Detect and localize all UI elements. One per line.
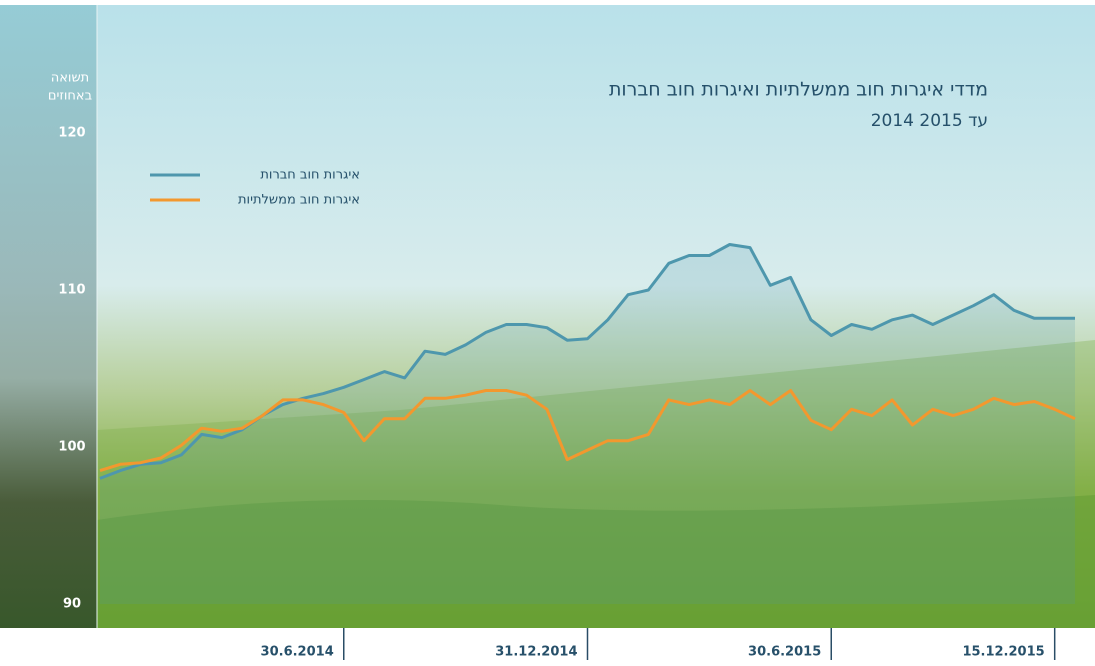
y-tick-label: 120 bbox=[58, 126, 85, 141]
chart: מדדי איגרות חוב ממשלתיות ואיגרות חוב חבר… bbox=[0, 0, 1095, 666]
legend-label: איגרות חוב חברות bbox=[260, 168, 360, 183]
chart-subtitle: 2014 עד 2015 bbox=[871, 111, 988, 131]
x-tick-label: 30.6.2014 bbox=[261, 645, 334, 660]
x-tick-label: 30.6.2015 bbox=[748, 645, 821, 660]
y-axis-label: תשואה bbox=[51, 71, 89, 86]
x-tick-label: 15.12.2015 bbox=[962, 645, 1044, 660]
y-axis-label: באחוזים bbox=[48, 89, 92, 104]
legend-label: איגרות חוב ממשלתיות bbox=[238, 193, 360, 208]
y-tick-label: 90 bbox=[63, 597, 81, 612]
y-tick-label: 100 bbox=[58, 440, 85, 455]
x-tick-label: 31.12.2014 bbox=[495, 645, 577, 660]
chart-title: מדדי איגרות חוב ממשלתיות ואיגרות חוב חבר… bbox=[609, 79, 988, 101]
y-tick-label: 110 bbox=[58, 283, 85, 298]
